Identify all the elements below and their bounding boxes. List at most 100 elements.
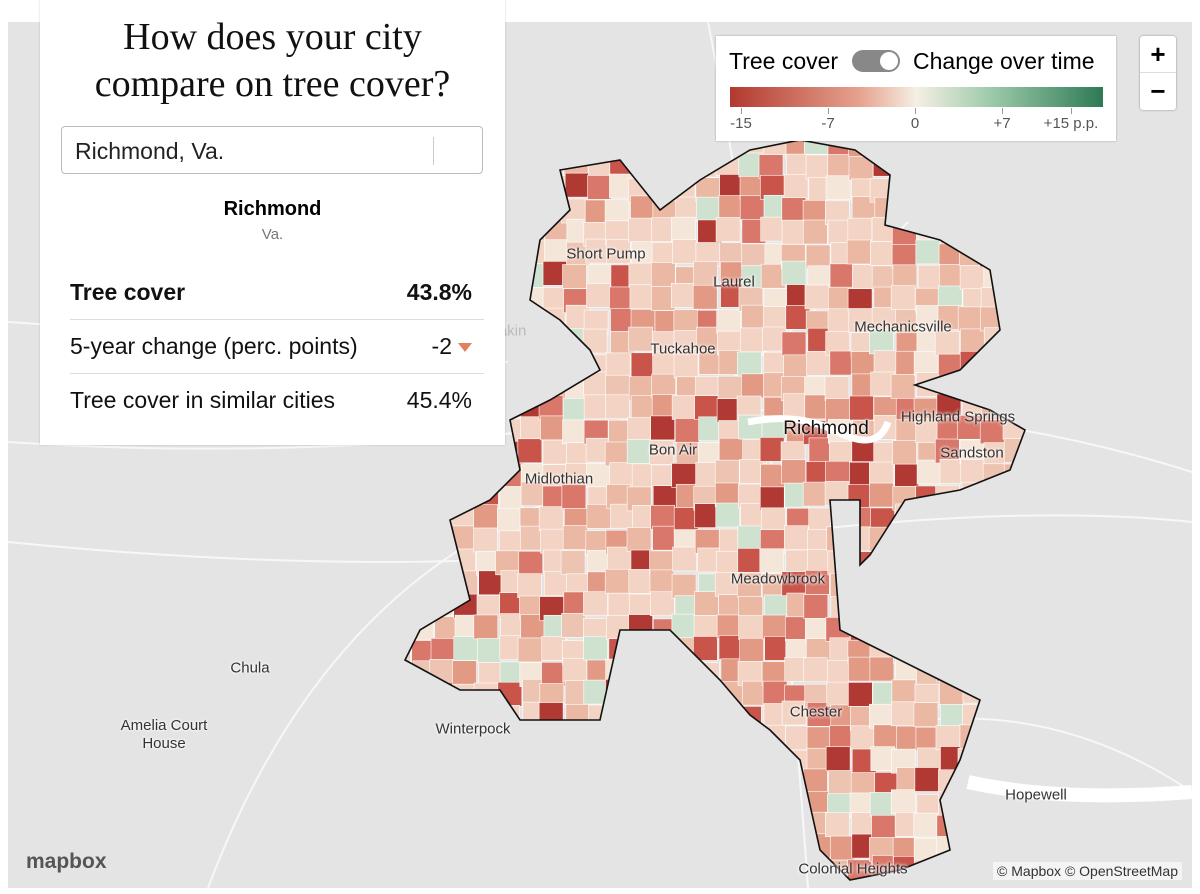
tract[interactable] [783, 174, 809, 199]
tract[interactable] [1002, 682, 1027, 708]
tract[interactable] [627, 681, 652, 707]
tract[interactable] [627, 417, 652, 442]
tract[interactable] [737, 351, 762, 377]
tract[interactable] [562, 264, 587, 289]
tract[interactable] [1026, 684, 1050, 708]
tract[interactable] [716, 705, 742, 731]
tract[interactable] [673, 353, 699, 379]
tract[interactable] [697, 768, 722, 794]
tract[interactable] [737, 789, 763, 815]
tract[interactable] [803, 219, 828, 245]
tract[interactable] [978, 370, 1004, 396]
tract[interactable] [538, 506, 564, 531]
tract[interactable] [538, 702, 564, 727]
tract[interactable] [652, 745, 678, 770]
tract[interactable] [522, 173, 548, 198]
tract[interactable] [698, 725, 724, 751]
tract[interactable] [541, 661, 566, 687]
tract[interactable] [807, 549, 832, 574]
tract[interactable] [432, 857, 457, 882]
tract[interactable] [870, 614, 895, 640]
tract[interactable] [719, 174, 744, 199]
tract[interactable] [583, 371, 608, 397]
tract[interactable] [630, 241, 656, 266]
tract[interactable] [629, 813, 655, 838]
tract[interactable] [717, 856, 743, 880]
tract[interactable] [741, 373, 766, 399]
tract[interactable] [868, 526, 894, 552]
tract[interactable] [694, 503, 720, 528]
tract[interactable] [605, 723, 631, 748]
tract[interactable] [409, 574, 435, 599]
tract[interactable] [957, 414, 982, 440]
tract[interactable] [959, 350, 985, 376]
tract[interactable] [586, 283, 611, 308]
tract[interactable] [916, 459, 942, 485]
tract[interactable] [1024, 748, 1048, 774]
tract[interactable] [848, 656, 873, 682]
tract[interactable] [388, 837, 413, 863]
tract[interactable] [934, 331, 960, 356]
tract[interactable] [1003, 727, 1028, 753]
tract[interactable] [1027, 306, 1051, 330]
tract[interactable] [830, 835, 855, 861]
tract[interactable] [562, 419, 587, 445]
tract[interactable] [715, 502, 741, 528]
tract[interactable] [606, 772, 631, 797]
tract[interactable] [715, 217, 741, 242]
tract[interactable] [1005, 635, 1030, 661]
tract[interactable] [937, 615, 963, 641]
select-arrow[interactable] [433, 137, 482, 165]
tract[interactable] [978, 217, 1004, 243]
tract[interactable] [1028, 635, 1052, 659]
tract[interactable] [914, 150, 939, 176]
tract[interactable] [696, 196, 721, 222]
tract[interactable] [1005, 573, 1030, 598]
tract[interactable] [385, 790, 410, 816]
tract[interactable] [764, 636, 789, 661]
tract[interactable] [499, 812, 524, 838]
tract[interactable] [561, 484, 587, 509]
tract[interactable] [671, 463, 697, 488]
tract[interactable] [583, 394, 609, 420]
tract[interactable] [671, 727, 697, 752]
tract[interactable] [1002, 197, 1027, 223]
tract[interactable] [717, 832, 743, 858]
tract[interactable] [609, 858, 634, 883]
tract[interactable] [848, 571, 873, 597]
tract[interactable] [959, 265, 985, 291]
tract[interactable] [1023, 153, 1048, 178]
tract[interactable] [582, 837, 608, 862]
tract[interactable] [604, 441, 630, 467]
tract[interactable] [672, 546, 697, 572]
tract[interactable] [869, 703, 894, 729]
tract[interactable] [981, 154, 1006, 180]
tract[interactable] [1028, 659, 1052, 683]
tract[interactable] [957, 219, 983, 245]
tract[interactable] [869, 461, 894, 487]
tract[interactable] [984, 551, 1010, 576]
tract[interactable] [538, 151, 564, 177]
tract[interactable] [561, 130, 586, 155]
tract[interactable] [870, 371, 896, 397]
tract[interactable] [676, 790, 701, 815]
tract[interactable] [1002, 745, 1026, 771]
tract[interactable] [430, 838, 456, 864]
tract[interactable] [387, 550, 412, 576]
tract[interactable] [585, 815, 611, 840]
tract[interactable] [610, 701, 636, 727]
tract[interactable] [652, 771, 678, 797]
tract[interactable] [516, 727, 542, 753]
tract[interactable] [760, 507, 786, 533]
tract[interactable] [693, 750, 719, 775]
tract[interactable] [961, 155, 987, 180]
tract[interactable] [895, 309, 920, 334]
tract[interactable] [891, 701, 916, 727]
tract[interactable] [916, 593, 942, 619]
tract[interactable] [982, 351, 1008, 377]
tract[interactable] [1001, 309, 1026, 334]
tract[interactable] [652, 656, 677, 682]
tract[interactable] [740, 857, 766, 881]
tract[interactable] [805, 244, 831, 270]
attribution[interactable]: © Mapbox © OpenStreetMap [993, 862, 1182, 880]
